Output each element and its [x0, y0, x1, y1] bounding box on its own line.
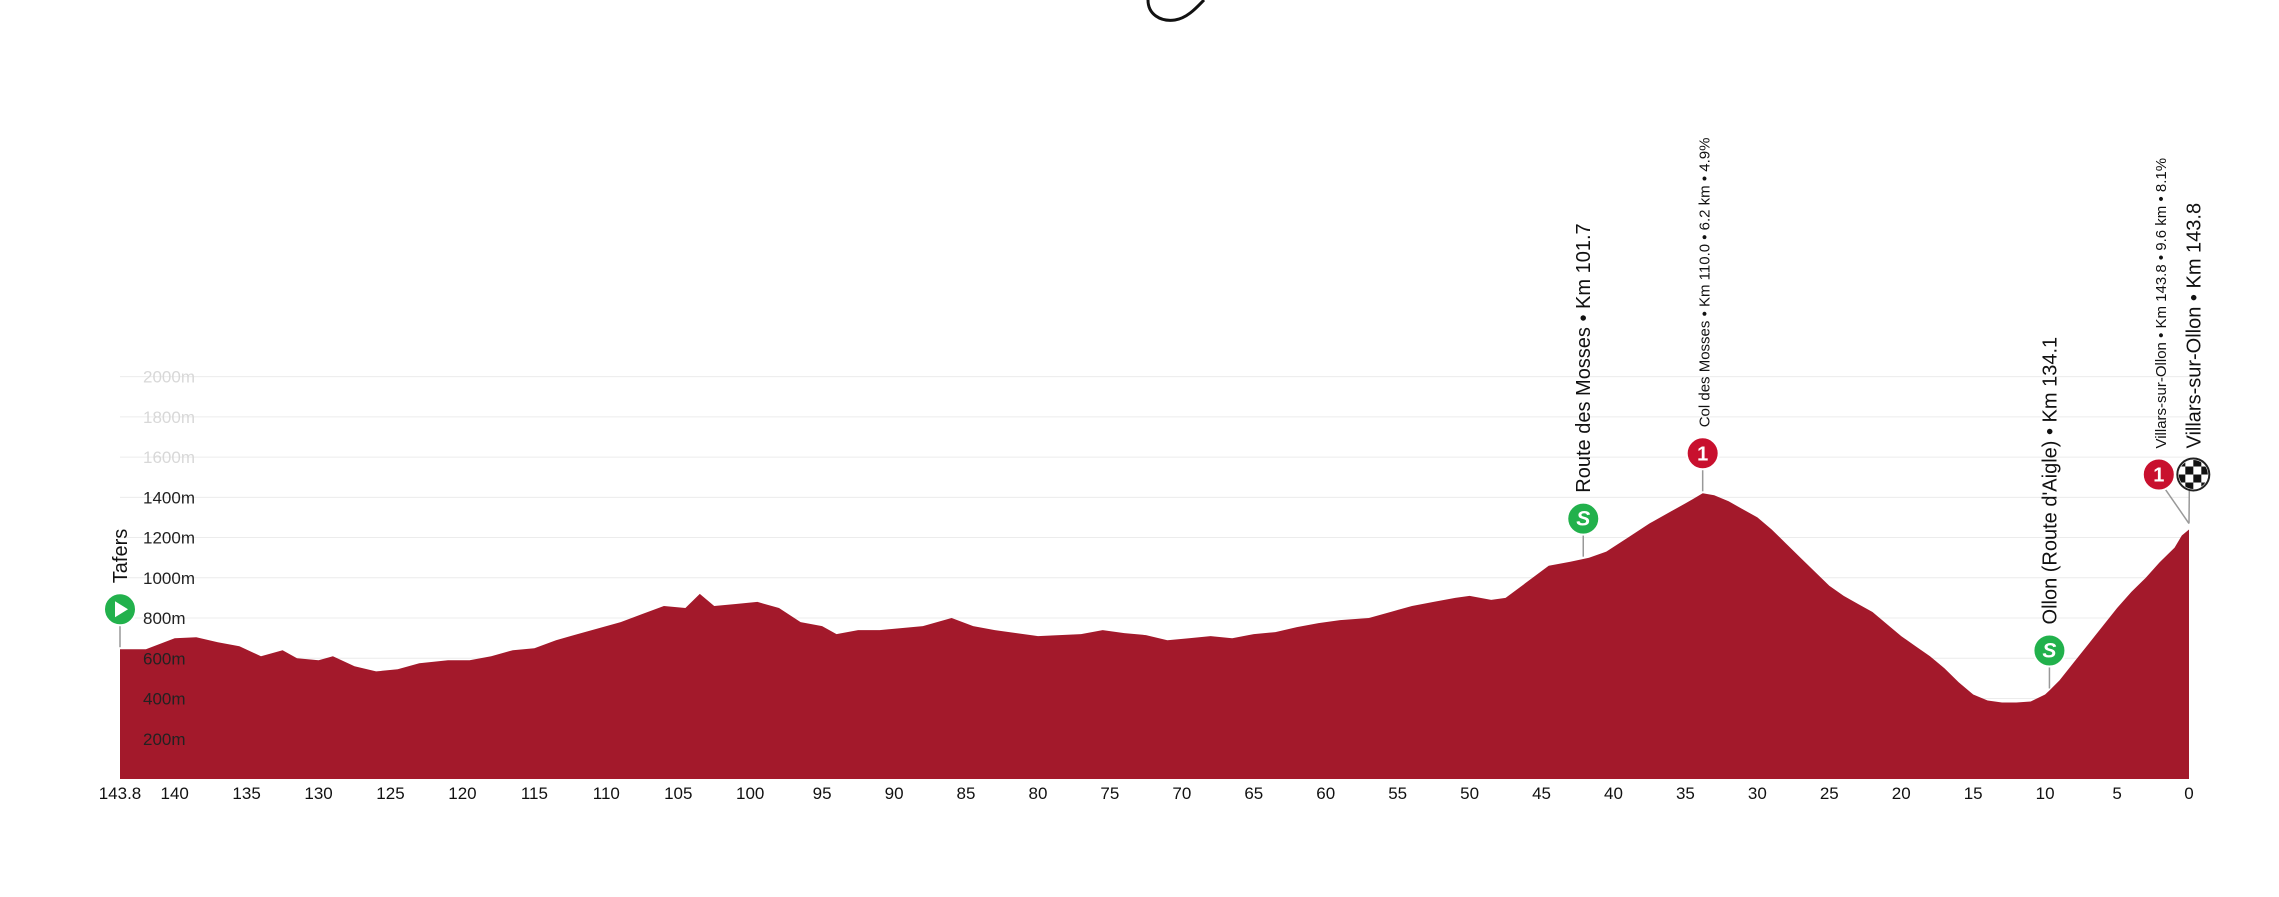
sprint-badge-icon: S — [1566, 501, 1601, 536]
x-tick-label: 10 — [2036, 784, 2055, 803]
y-tick-label: 1000m — [143, 569, 195, 588]
x-tick-label: 125 — [376, 784, 404, 803]
x-tick-label: 15 — [1964, 784, 1983, 803]
y-tick-label: 1600m — [143, 448, 195, 467]
sprint-badge-icon: S — [2032, 633, 2067, 668]
y-tick-label: 2000m — [143, 368, 195, 387]
x-tick-label: 105 — [664, 784, 692, 803]
x-tick-label: 120 — [448, 784, 476, 803]
y-tick-label: 400m — [143, 690, 186, 709]
x-tick-label: 55 — [1388, 784, 1407, 803]
kom-badge-icon: 1 — [1685, 436, 1720, 471]
y-tick-label: 600m — [143, 649, 186, 668]
x-tick-label: 30 — [1748, 784, 1767, 803]
marker-label: Tafers — [110, 529, 132, 583]
x-tick-label: 110 — [593, 784, 620, 803]
play-icon — [103, 592, 137, 627]
x-tick-label: 135 — [232, 784, 260, 803]
marker-kom-villars: 1 Villars-sur-Ollon • Km 143.8 • 9.6 km •… — [2141, 158, 2190, 524]
y-tick-label: 1800m — [143, 408, 195, 427]
x-tick-label: 140 — [160, 784, 188, 803]
marker-label: Villars-sur-Ollon • Km 143.8 — [2183, 203, 2205, 449]
x-tick-label: 20 — [1892, 784, 1911, 803]
svg-text:1: 1 — [2153, 465, 2164, 487]
marker-label: Ollon (Route d'Aigle) • Km 134.1 — [2039, 337, 2061, 625]
x-tick-label: 35 — [1676, 784, 1695, 803]
route-map-fragment — [1146, 0, 1206, 22]
x-tick-label: 5 — [2112, 784, 2121, 803]
x-tick-label: 75 — [1100, 784, 1119, 803]
x-tick-label: 95 — [813, 784, 832, 803]
x-tick-label: 65 — [1244, 784, 1263, 803]
x-tick-label: 100 — [736, 784, 764, 803]
marker-label: Villars-sur-Ollon • Km 143.8 • 9.6 km • … — [2153, 158, 2170, 449]
y-tick-label: 800m — [143, 609, 186, 628]
x-tick-label: 80 — [1028, 784, 1047, 803]
x-tick-label: 130 — [304, 784, 332, 803]
svg-text:1: 1 — [1697, 443, 1708, 465]
x-tick-label: 85 — [957, 784, 976, 803]
y-tick-label: 1200m — [143, 529, 195, 548]
y-tick-label: 200m — [143, 730, 186, 749]
x-axis-ticks: 143.8 140 135 130 125 120 115 110 105 100 95 90 85 80… — [99, 784, 2194, 803]
x-tick-label: 143.8 — [99, 784, 142, 803]
x-tick-label: 45 — [1532, 784, 1551, 803]
x-tick-label: 90 — [885, 784, 904, 803]
x-tick-label: 60 — [1316, 784, 1335, 803]
x-tick-label: 0 — [2184, 784, 2193, 803]
profile-markers: Tafers S Route des Mosses • Km 101.7 1 Col d… — [103, 138, 2211, 689]
marker-label: Route des Mosses • Km 101.7 — [1573, 223, 1595, 492]
kom-badge-icon: 1 — [2141, 457, 2176, 492]
marker-finish: Villars-sur-Ollon • Km 143.8 — [2176, 203, 2211, 524]
marker-sprint-ollon: S Ollon (Route d'Aigle) • Km 134.1 — [2032, 337, 2067, 689]
marker-label: Col des Mosses • Km 110.0 • 6.2 km • 4.9… — [1697, 138, 1714, 428]
x-tick-label: 50 — [1460, 784, 1479, 803]
marker-leader-line — [2164, 488, 2190, 524]
marker-start: Tafers — [103, 529, 137, 648]
svg-text:S: S — [2042, 639, 2056, 662]
svg-text:S: S — [1576, 508, 1590, 531]
y-axis-ticks: 200m 400m 600m 800m 1000m 1200m 1400m 1600m 1800… — [143, 368, 195, 749]
y-tick-label: 1400m — [143, 488, 195, 507]
elevation-area — [120, 493, 2189, 779]
checkered-flag-icon — [2176, 457, 2211, 492]
x-tick-label: 115 — [521, 784, 548, 803]
elevation-profile-area — [120, 493, 2189, 779]
marker-sprint-mosses: S Route des Mosses • Km 101.7 — [1566, 223, 1601, 557]
x-tick-label: 25 — [1820, 784, 1839, 803]
x-tick-label: 70 — [1172, 784, 1191, 803]
marker-kom-mosses: 1 Col des Mosses • Km 110.0 • 6.2 km • 4.… — [1685, 138, 1720, 492]
x-tick-label: 40 — [1604, 784, 1623, 803]
